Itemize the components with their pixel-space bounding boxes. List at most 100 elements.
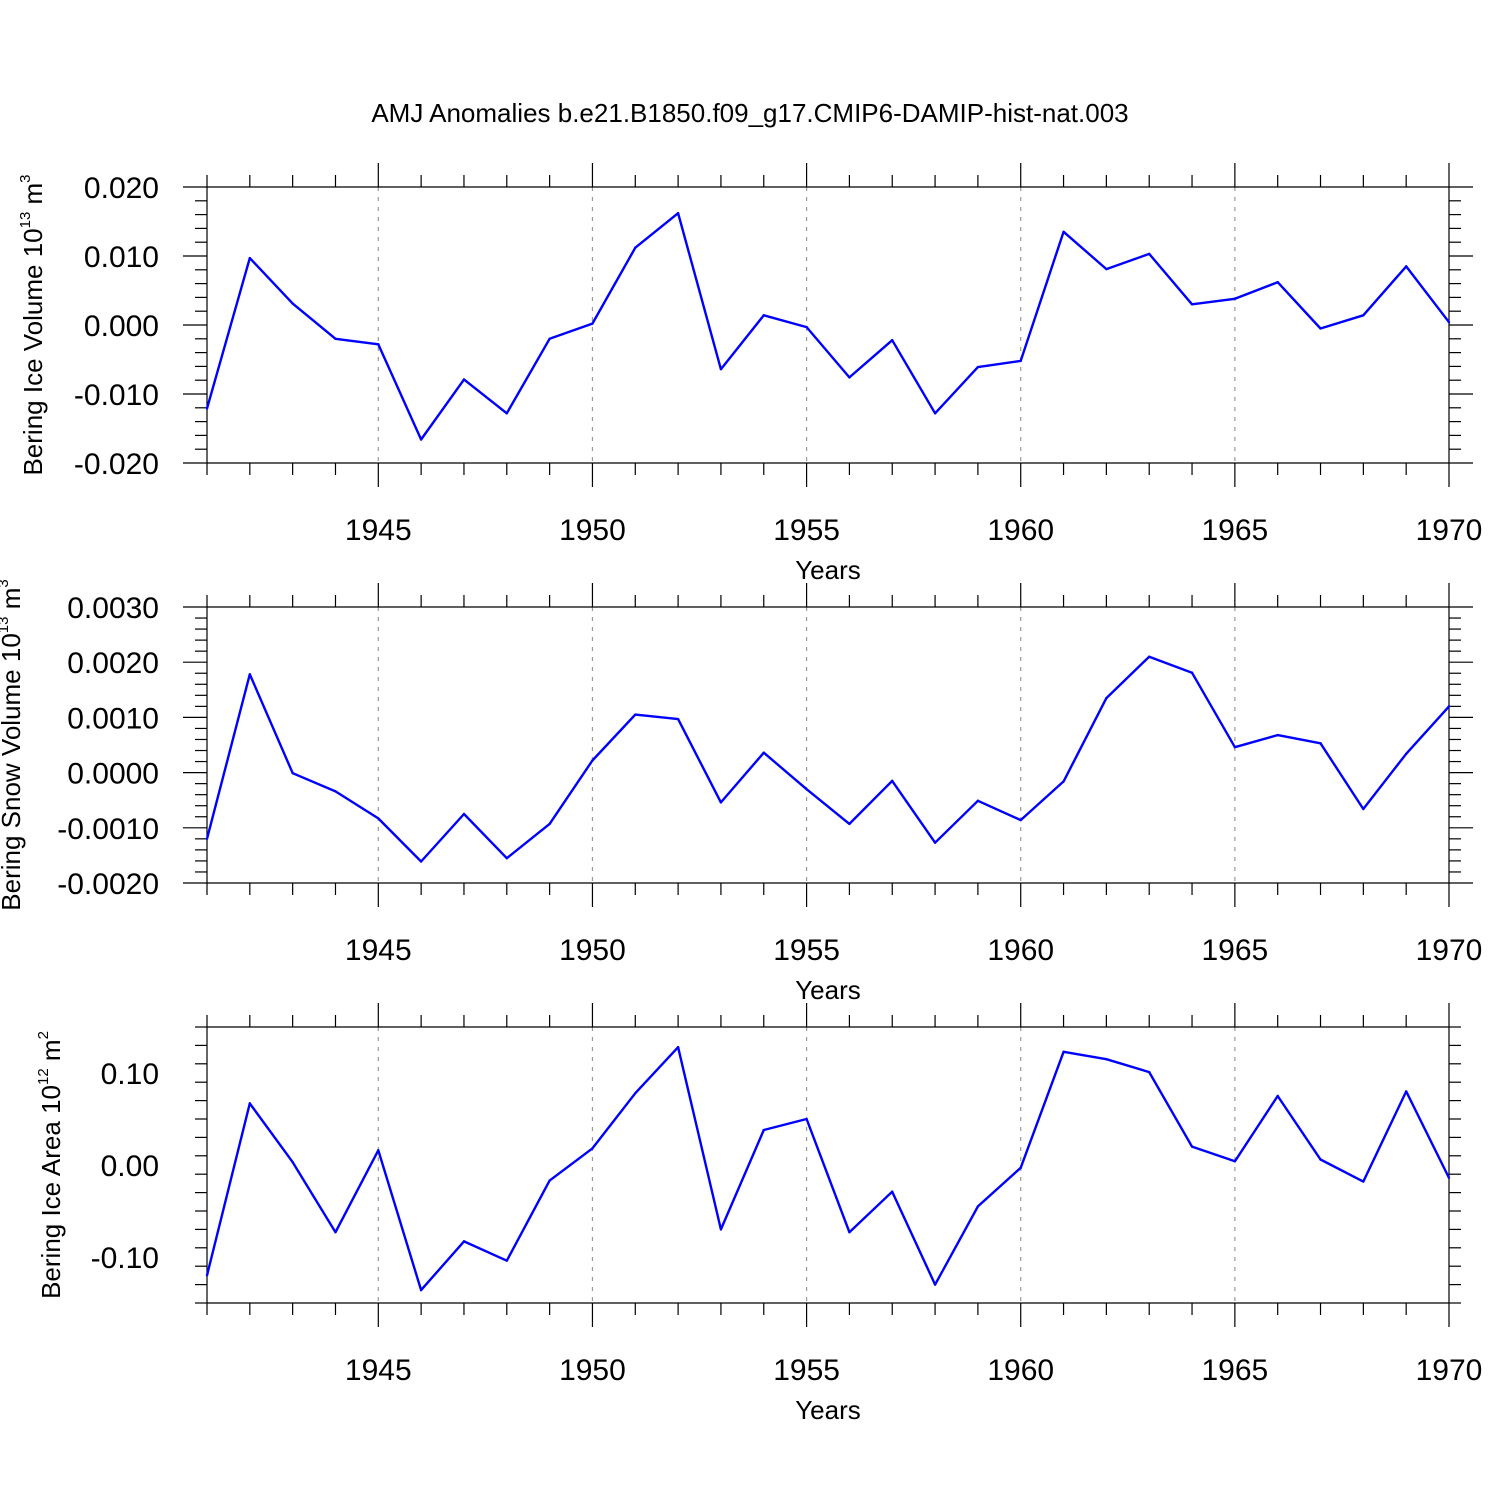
data-point: [634, 1092, 637, 1095]
data-point: [377, 1149, 380, 1152]
y-tick-label: 0.0020: [67, 647, 159, 680]
data-point: [1319, 742, 1322, 745]
data-point: [762, 1128, 765, 1132]
data-point: [933, 841, 937, 844]
y-tick-label: 0.0010: [67, 702, 159, 735]
data-point: [676, 717, 680, 721]
data-point: [1447, 1176, 1451, 1180]
data-point: [891, 338, 894, 342]
data-point: [1447, 321, 1451, 324]
panel-ice-area: Bering Ice Area 1012 m2 Years 1945 1950 19…: [35, 1003, 1482, 1425]
y-tick-label: -0.0010: [57, 813, 159, 846]
data-point: [591, 322, 594, 325]
y-axis-label-unit: m: [0, 588, 26, 617]
data-point: [419, 1288, 423, 1292]
data-point: [805, 1117, 808, 1121]
data-point: [1362, 1180, 1365, 1183]
data-point: [1105, 696, 1108, 700]
x-tick-label: 1950: [559, 514, 626, 547]
x-axis-label: Years: [795, 555, 861, 585]
data-line: [205, 211, 1450, 441]
x-tick-label: 1950: [559, 1354, 626, 1387]
y-axis-label-text: Bering Snow Volume 10: [0, 633, 26, 911]
y-axis-label-text: Bering Ice Volume 10: [18, 228, 48, 475]
y-tick-label: -0.010: [74, 379, 159, 412]
y-axis-label-text: Bering Ice Area 10: [36, 1085, 66, 1299]
x-tick-label: 1965: [1201, 934, 1268, 967]
data-point: [933, 1283, 937, 1286]
data-point: [205, 837, 209, 841]
panel-snow-volume: Bering Snow Volume 1013 m3 Years 1945 195…: [0, 579, 1482, 1005]
x-tick-label: 1960: [987, 934, 1054, 967]
data-point: [676, 212, 680, 215]
y-axis-label: Bering Snow Volume 1013 m3: [0, 579, 26, 910]
data-point: [205, 407, 209, 410]
data-point: [334, 337, 337, 340]
y-tick-label: 0.0000: [67, 758, 159, 791]
data-point: [1190, 671, 1194, 674]
data-point: [976, 365, 980, 369]
data-point: [1105, 267, 1108, 271]
data-line: [205, 655, 1450, 863]
data-point: [1233, 297, 1237, 300]
x-tick-label: 1970: [1416, 1354, 1483, 1387]
data-point: [548, 337, 551, 340]
data-point: [419, 438, 423, 441]
data-point: [1233, 746, 1237, 749]
data-point: [1233, 1160, 1237, 1163]
data-point: [1276, 281, 1279, 284]
y-axis-label-unit-exponent: 3: [17, 174, 34, 182]
data-point: [462, 812, 466, 816]
x-axis-label: Years: [795, 975, 861, 1005]
x-tick-label: 1970: [1416, 934, 1483, 967]
data-point: [1362, 314, 1365, 317]
x-tick-label: 1960: [987, 1354, 1054, 1387]
y-tick-label: 0.010: [84, 241, 159, 274]
y-tick-label: -0.020: [74, 448, 159, 481]
y-axis-label-exponent: 13: [17, 212, 34, 229]
data-point: [1190, 303, 1194, 306]
data-point: [1148, 1070, 1151, 1074]
y-tick-label: 0.0030: [67, 592, 159, 625]
y-axis-label-unit-exponent: 3: [0, 579, 12, 587]
data-point: [1019, 1166, 1022, 1169]
y-tick-label: 0.00: [101, 1150, 159, 1183]
data-point: [848, 376, 851, 379]
data-point: [591, 1147, 594, 1150]
data-point: [248, 673, 252, 676]
data-point: [1404, 1090, 1408, 1093]
data-point: [1019, 818, 1022, 822]
data-point: [505, 1259, 508, 1262]
y-tick-label: -0.0020: [57, 868, 159, 901]
data-point: [1062, 230, 1065, 234]
data-point: [848, 1230, 851, 1234]
x-tick-label: 1965: [1201, 514, 1268, 547]
data-point: [505, 856, 508, 860]
data-point: [1404, 752, 1408, 756]
panel-ice-volume: Bering Ice Volume 1013 m3 Years 1945 1950…: [17, 163, 1482, 585]
x-tick-label: 1950: [559, 934, 626, 967]
x-tick-label: 1945: [345, 934, 412, 967]
data-point: [1190, 1145, 1194, 1148]
data-point: [291, 1161, 294, 1164]
data-point: [377, 817, 380, 820]
y-axis-label-exponent: 12: [35, 1068, 52, 1085]
data-point: [719, 1228, 723, 1231]
data-point: [762, 314, 765, 317]
data-point: [1319, 327, 1322, 330]
data-point: [1362, 807, 1365, 811]
data-point: [1062, 780, 1065, 783]
data-point: [591, 759, 594, 762]
data-point: [419, 860, 423, 863]
data-point: [462, 1240, 466, 1243]
data-point: [848, 822, 851, 826]
y-axis-label-unit: m: [18, 183, 48, 212]
data-point: [1319, 1158, 1322, 1161]
data-point: [676, 1046, 680, 1049]
data-point: [1148, 655, 1151, 658]
y-axis-label-unit: m: [36, 1039, 66, 1068]
data-point: [805, 787, 808, 791]
data-point: [505, 412, 508, 415]
y-axis-label: Bering Ice Area 1012 m2: [35, 1031, 66, 1299]
